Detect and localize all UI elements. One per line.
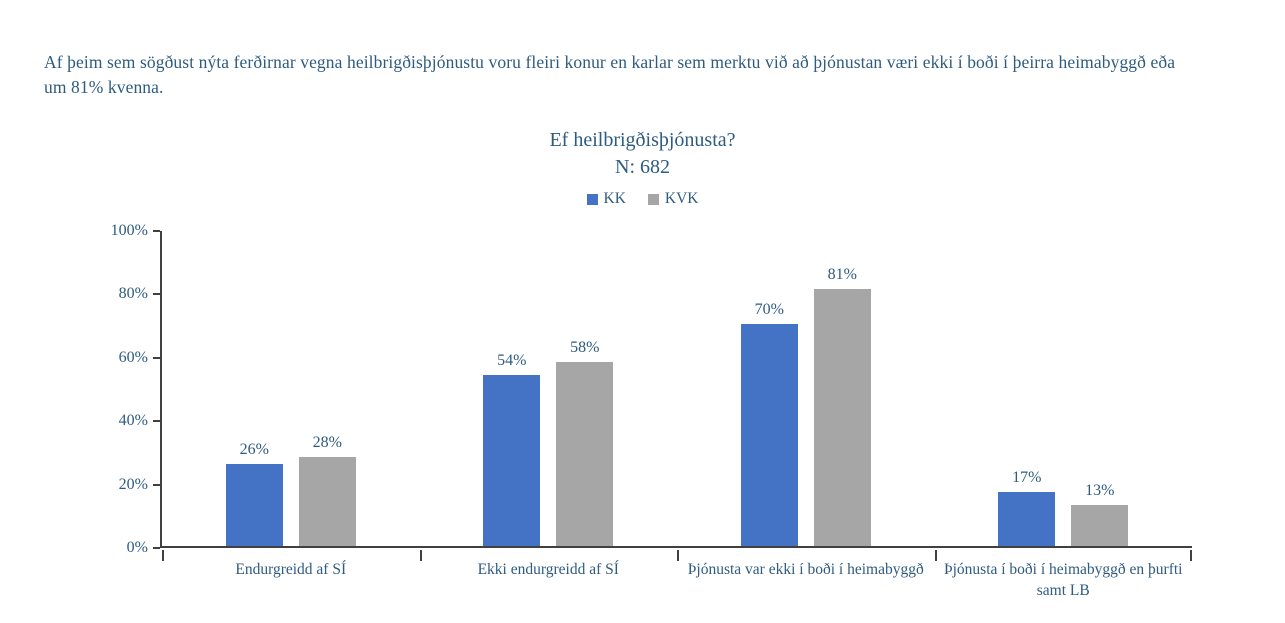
bar-cell: 70% (740, 231, 798, 546)
bar-kk (483, 374, 541, 546)
bar-kvk (813, 289, 871, 546)
intro-paragraph: Af þeim sem sögðust nýta ferðirnar vegna… (44, 52, 1176, 97)
bar-kvk (298, 457, 356, 546)
y-tick-mark (153, 420, 160, 423)
bar-cell: 58% (556, 231, 614, 546)
bar-group: 17% 13% (935, 231, 1193, 546)
plot-inner: 26% 28% 54% 58% 70% 81% 17% 13% (162, 231, 1192, 546)
y-tick-mark (153, 483, 160, 486)
bar-kk (740, 324, 798, 546)
bar-cell: 17% (998, 231, 1056, 546)
bar-cell: 28% (298, 231, 356, 546)
bar-value-label: 54% (497, 351, 527, 369)
y-tick-label: 40% (118, 412, 148, 430)
y-tick-mark (153, 547, 160, 549)
category-label: Endurgreidd af SÍ (162, 560, 420, 581)
bar-cell: 26% (225, 231, 283, 546)
bar-cell: 13% (1071, 231, 1129, 546)
bar-value-label: 26% (239, 440, 269, 458)
y-tick-mark (153, 356, 160, 359)
legend-item: KK (586, 190, 626, 208)
bar-value-label: 70% (754, 301, 784, 319)
y-tick-label: 80% (118, 285, 148, 303)
bar-value-label: 81% (827, 266, 857, 284)
legend-label: KVK (664, 190, 699, 207)
x-tick-mark (1190, 550, 1192, 561)
legend-label: KK (603, 190, 626, 207)
x-tick-mark (419, 550, 422, 561)
legend-item: KVK (647, 190, 699, 208)
bar-kk (225, 463, 283, 546)
y-tick-mark (153, 230, 160, 232)
bar-group: 70% 81% (677, 231, 935, 546)
legend-swatch-kk-icon (586, 193, 598, 205)
chart-title: Ef heilbrigðisþjónusta? (549, 129, 736, 151)
y-tick-label: 100% (110, 222, 148, 239)
chart-subtitle: N: 682 (615, 156, 670, 178)
bar-value-label: 58% (570, 339, 600, 357)
bar-kvk (1071, 504, 1129, 546)
x-tick-mark (162, 550, 164, 561)
bar-value-label: 17% (1012, 469, 1042, 487)
category-label-text: Þjónusta var ekki í boði í heimabyggð (687, 561, 924, 578)
x-tick-mark (677, 550, 679, 561)
plot-area: 26% 28% 54% 58% 70% 81% 17% 13% (160, 231, 1192, 548)
y-tick-label: 20% (118, 475, 148, 493)
bar-value-label: 28% (312, 434, 342, 452)
category-label: Ekki endurgreidd af SÍ (420, 560, 678, 581)
y-tick-mark (153, 293, 160, 296)
x-tick-mark (934, 550, 937, 561)
chart-header: Ef heilbrigðisþjónusta? N: 682 (0, 127, 1285, 181)
bar-group: 54% 58% (420, 231, 678, 546)
legend-swatch-kvk-icon (647, 193, 659, 205)
bar-value-label: 13% (1085, 481, 1115, 499)
bar-kk (998, 492, 1056, 546)
bar-group: 26% 28% (162, 231, 420, 546)
category-label: Þjónusta í boði í heimabyggð en þurfti s… (935, 560, 1193, 602)
category-label: Þjónusta var ekki í boði í heimabyggð (677, 560, 935, 581)
category-label-text: Endurgreidd af SÍ (235, 561, 347, 578)
bar-cell: 81% (813, 231, 871, 546)
category-label-text: Ekki endurgreidd af SÍ (477, 561, 619, 578)
y-tick-label: 60% (118, 348, 148, 366)
bar-cell: 54% (483, 231, 541, 546)
category-label-text: Þjónusta í boði í heimabyggð en þurfti s… (943, 561, 1183, 599)
y-tick-label: 0% (126, 539, 148, 556)
chart-legend: KK KVK (0, 190, 1285, 208)
bar-kvk (556, 362, 614, 546)
